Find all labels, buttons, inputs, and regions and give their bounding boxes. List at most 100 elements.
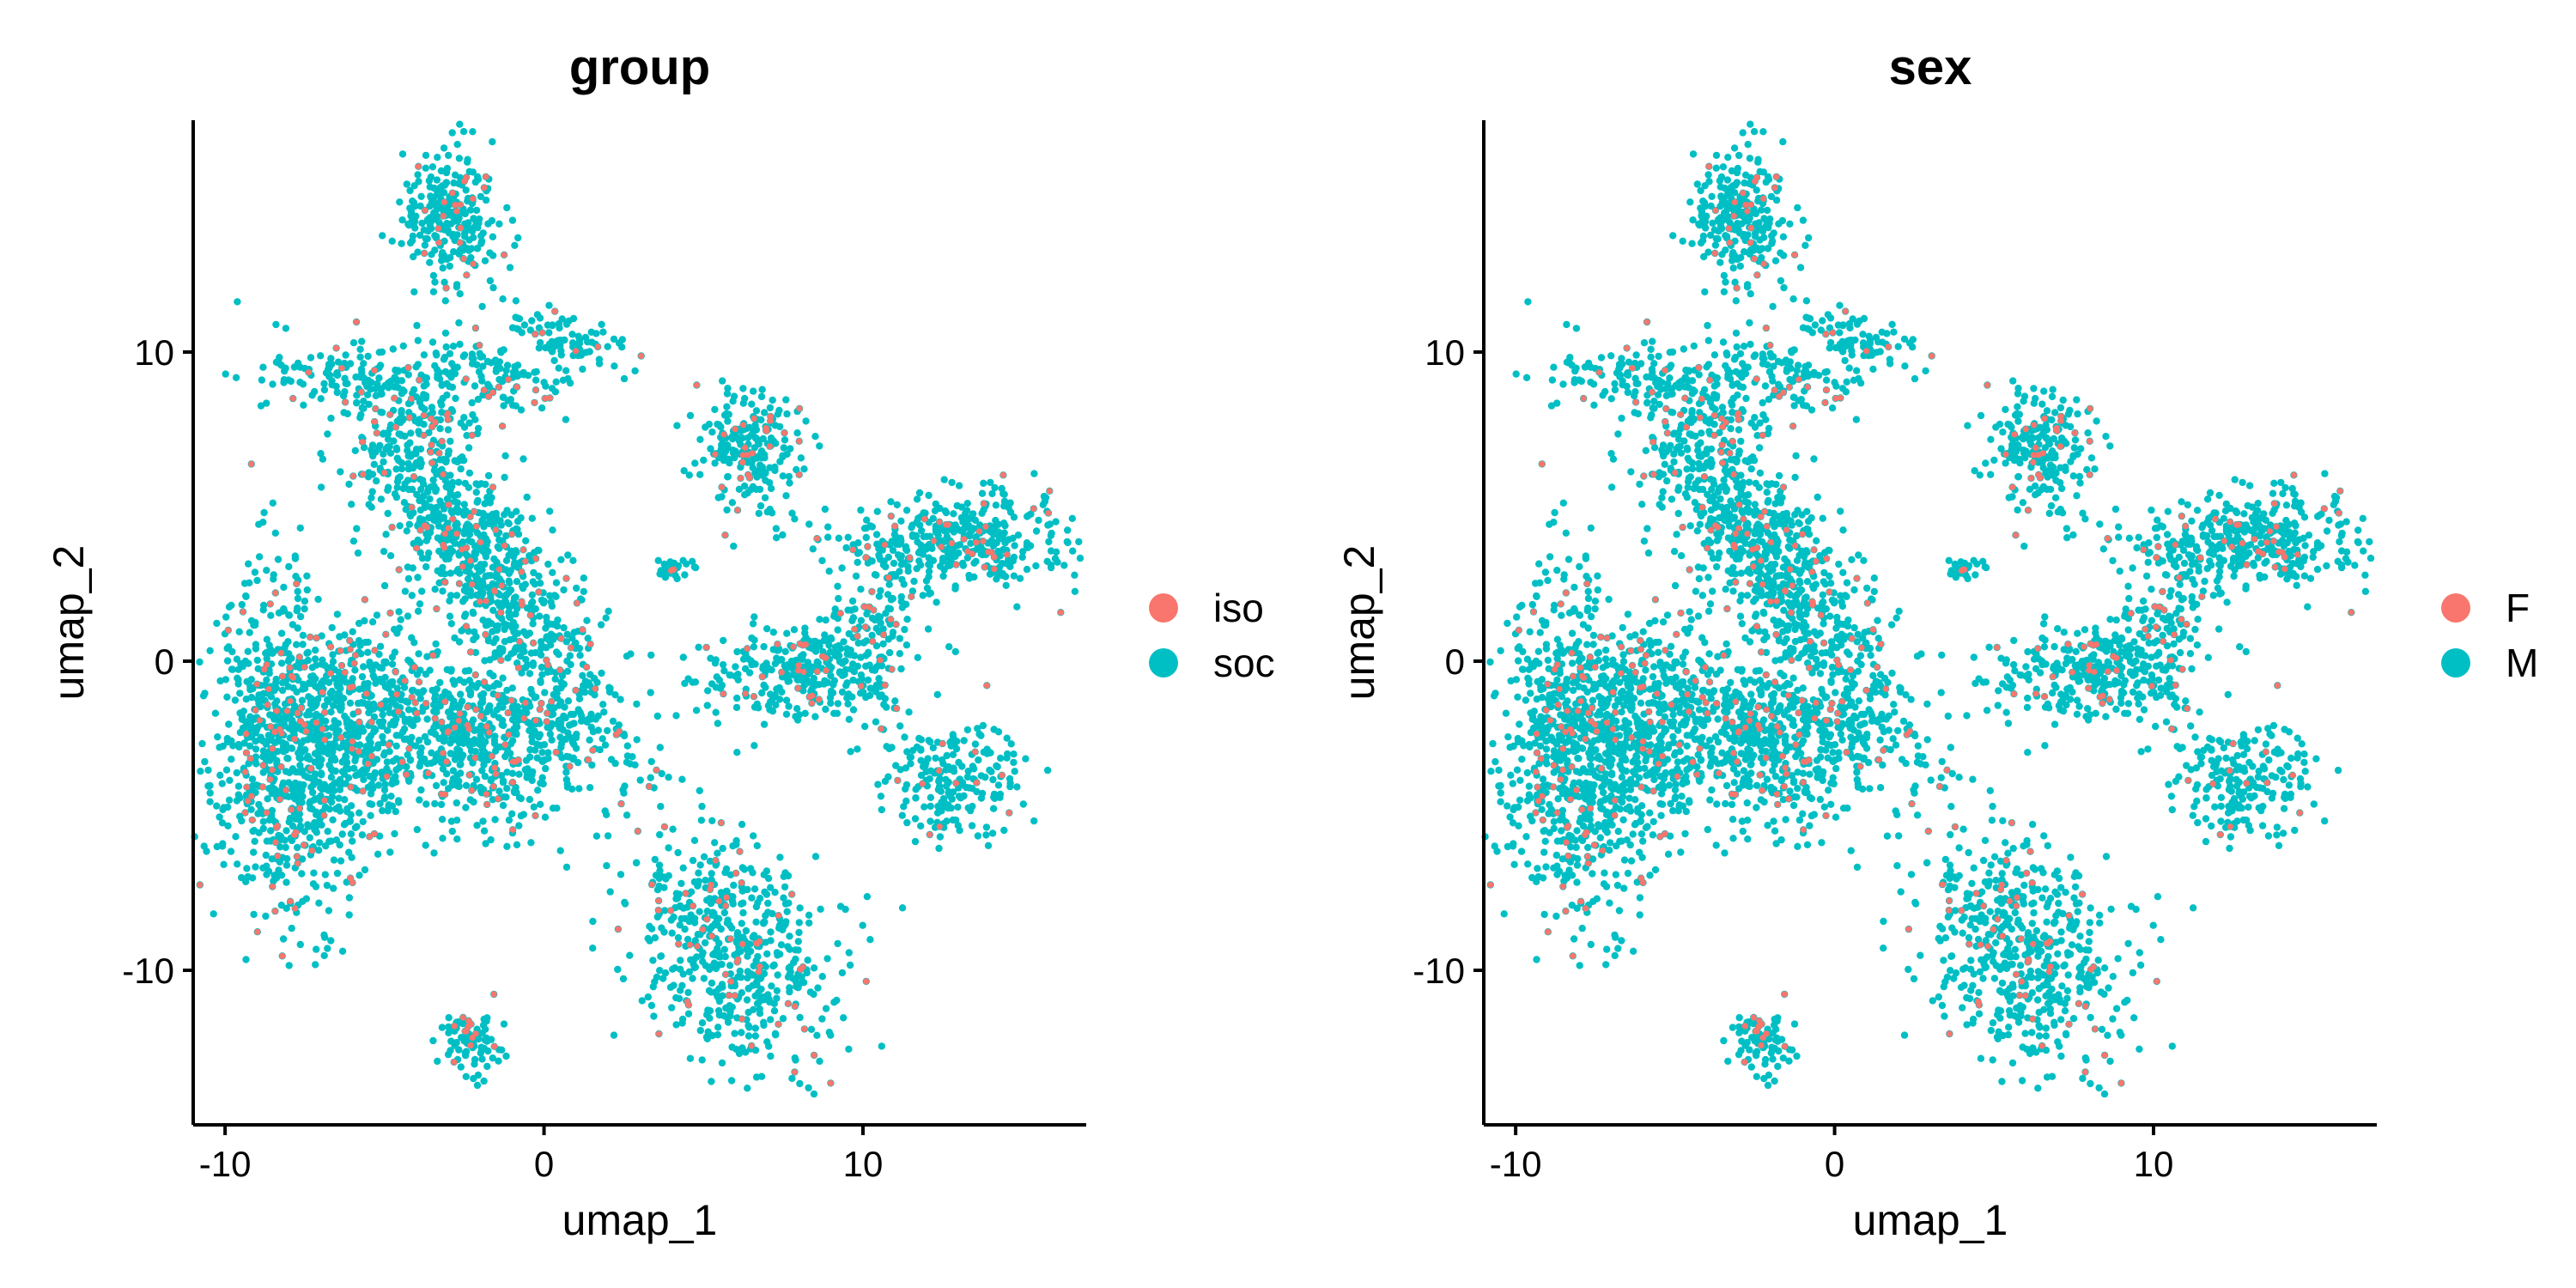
data-point: [607, 756, 616, 763]
data-point: [885, 744, 893, 753]
data-point: [1068, 514, 1077, 522]
data-point: [719, 844, 726, 853]
data-point: [203, 848, 210, 855]
data-point: [455, 735, 463, 743]
data-point: [270, 785, 278, 793]
data-point: [290, 363, 299, 371]
data-point: [766, 404, 775, 412]
data-point: [805, 520, 813, 528]
data-point: [738, 989, 745, 997]
data-point: [551, 675, 559, 683]
data-point: [559, 726, 568, 734]
data-point: [398, 459, 406, 467]
data-point: [234, 665, 242, 673]
data-point: [356, 345, 364, 353]
data-point: [472, 775, 481, 783]
data-point: [378, 409, 386, 416]
data-point: [351, 447, 359, 454]
data-point: [245, 560, 252, 568]
data-point: [315, 847, 323, 854]
data-point: [244, 872, 252, 881]
data-point: [708, 870, 715, 878]
data-point: [432, 485, 440, 494]
data-point: [433, 176, 441, 184]
data-point: [562, 714, 569, 722]
data-point: [602, 614, 610, 622]
data-point: [741, 665, 750, 672]
data-point: [375, 374, 383, 382]
data-point: [970, 559, 978, 567]
data-point: [325, 365, 332, 373]
data-point: [451, 634, 459, 642]
data-point: [313, 730, 320, 738]
data-point: [644, 993, 652, 1001]
data-point: [866, 936, 874, 944]
data-point: [329, 816, 337, 823]
data-point: [581, 677, 589, 685]
data-point: [259, 747, 268, 755]
data-point: [421, 755, 428, 763]
data-point: [857, 617, 866, 624]
data-point: [448, 383, 457, 392]
data-point: [885, 648, 894, 657]
data-point: [315, 899, 323, 907]
data-point: [416, 514, 424, 523]
data-point: [790, 626, 799, 634]
data-point: [368, 618, 377, 626]
data-point: [313, 945, 320, 953]
point-cloud: [191, 120, 1084, 1098]
data-point: [274, 556, 283, 563]
data-point: [450, 248, 458, 256]
data-point: [518, 329, 526, 337]
data-point: [780, 444, 787, 452]
data-point: [794, 938, 802, 945]
data-point: [840, 1014, 848, 1022]
data-point: [603, 811, 611, 818]
data-point: [352, 373, 360, 381]
data-point: [375, 349, 383, 356]
data-point: [254, 665, 262, 672]
data-point: [726, 459, 733, 467]
data-point: [782, 710, 791, 718]
data-point: [386, 552, 395, 560]
data-point: [298, 870, 306, 878]
data-point: [963, 783, 970, 792]
data-point: [343, 764, 350, 772]
data-point: [477, 232, 485, 240]
data-point: [668, 1004, 676, 1012]
data-point: [515, 770, 523, 778]
data-point: [294, 843, 301, 852]
data-point: [698, 1019, 707, 1027]
data-point: [696, 435, 704, 443]
data-point: [262, 851, 270, 860]
data-point: [327, 937, 335, 945]
data-point: [482, 480, 489, 489]
data-point: [711, 405, 719, 414]
data-point: [466, 796, 474, 804]
data-point: [388, 653, 397, 661]
data-point: [317, 352, 325, 360]
data-point: [457, 465, 465, 473]
data-point: [248, 775, 257, 783]
data-point: [455, 319, 463, 327]
data-point: [549, 526, 556, 534]
data-point: [340, 756, 348, 764]
data-point: [523, 774, 531, 781]
data-point: [494, 622, 502, 629]
data-point: [218, 780, 226, 787]
data-point: [945, 762, 952, 771]
data-point: [338, 947, 347, 956]
data-point: [519, 584, 527, 592]
data-point: [569, 314, 578, 323]
data-point: [325, 373, 333, 380]
data-point: [698, 951, 706, 959]
data-point: [631, 367, 639, 375]
data-point: [396, 473, 404, 481]
data-point: [751, 1032, 759, 1040]
data-point: [528, 514, 536, 522]
data-point: [863, 893, 872, 901]
data-point: [775, 683, 783, 692]
data-point: [653, 913, 661, 921]
data-point: [258, 376, 266, 384]
data-point: [333, 611, 342, 618]
